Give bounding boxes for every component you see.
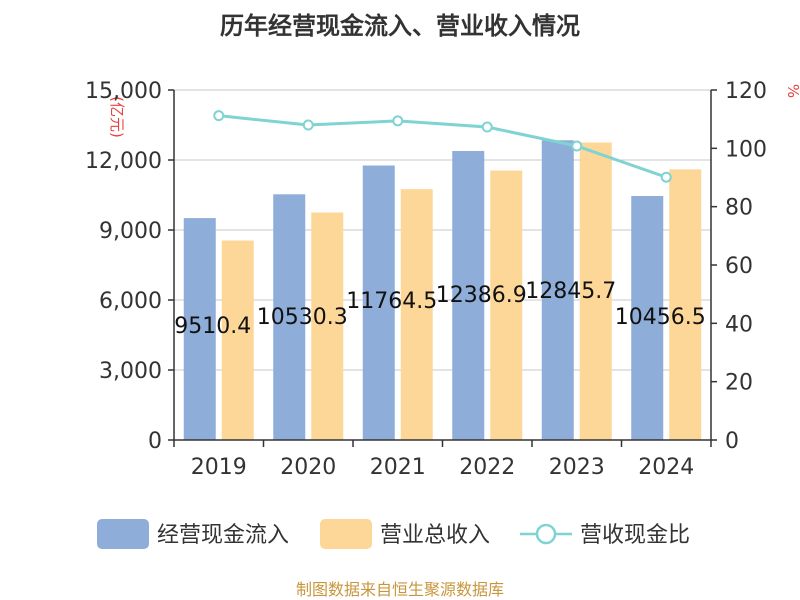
- data-label-cash-inflow: 12386.9: [436, 283, 527, 308]
- grid-lines: [174, 89, 711, 371]
- data-label-cash-inflow: 10530.3: [257, 305, 348, 330]
- right-tick-label: 0: [725, 429, 739, 454]
- ratio-point: [571, 140, 583, 152]
- bar-revenue: [490, 170, 523, 440]
- legend-swatch-revenue: [320, 519, 372, 549]
- x-tick-label: 2023: [549, 455, 605, 480]
- right-tick-label: 120: [725, 79, 767, 104]
- bar-cash-inflow: [183, 218, 216, 440]
- x-tick-label: 2022: [459, 455, 515, 480]
- bar-cash-inflow: [273, 194, 306, 440]
- bars: [183, 140, 702, 441]
- right-axis-unit: %: [784, 84, 800, 98]
- data-label-cash-inflow: 10456.5: [615, 305, 706, 330]
- bar-revenue: [579, 142, 612, 440]
- left-tick-label: 3,000: [99, 359, 162, 384]
- bar-cash-inflow: [541, 140, 574, 440]
- legend-label-revenue: 营业总收入: [380, 523, 490, 548]
- right-tick-label: 100: [725, 137, 767, 162]
- bar-revenue: [400, 189, 433, 440]
- ratio-point: [302, 119, 314, 131]
- bar-revenue: [311, 212, 344, 440]
- ratio-point: [660, 171, 672, 183]
- x-tick-label: 2024: [638, 455, 694, 480]
- right-tick-label: 40: [725, 312, 753, 337]
- data-label-cash-inflow: 9510.4: [174, 314, 251, 339]
- right-tick-label: 80: [725, 196, 753, 221]
- bar-revenue: [221, 240, 254, 440]
- x-tick-label: 2020: [280, 455, 336, 480]
- bar-cash-inflow: [362, 165, 395, 440]
- legend-marker-ratio: [535, 523, 557, 545]
- right-tick-label: 20: [725, 371, 753, 396]
- data-labels: 9510.4 10530.311764.512386.912845.710456.…: [174, 279, 705, 339]
- ratio-point: [213, 110, 225, 122]
- source-note: 制图数据来自恒生聚源数据库: [296, 580, 504, 599]
- left-tick-label: 6,000: [99, 289, 162, 314]
- left-tick-label: 15,000: [85, 79, 162, 104]
- left-axis-unit: (亿元): [108, 96, 126, 138]
- bar-cash-inflow: [631, 196, 664, 440]
- ratio-point: [481, 121, 493, 133]
- ratio-line: [213, 110, 672, 183]
- legend: 经营现金流入 营业总收入 营收现金比: [97, 519, 690, 549]
- axes: 0 3,000 6,000 9,000 12,000 15,000 0 20 40 60 80 100…: [85, 79, 767, 480]
- bar-revenue: [669, 169, 702, 441]
- left-tick-label: 0: [148, 429, 162, 454]
- ratio-polyline: [218, 114, 667, 179]
- ratio-point: [392, 115, 404, 127]
- left-tick-label: 9,000: [99, 219, 162, 244]
- chart-title: 历年经营现金流入、营业收入情况: [220, 12, 580, 40]
- legend-swatch-cash-inflow: [97, 519, 149, 549]
- legend-label-cash-inflow: 经营现金流入: [157, 523, 289, 548]
- bar-cash-inflow: [452, 150, 485, 440]
- data-label-cash-inflow: 12845.7: [525, 279, 616, 304]
- x-tick-label: 2019: [191, 455, 247, 480]
- legend-label-ratio: 营收现金比: [580, 523, 690, 548]
- right-tick-label: 60: [725, 254, 753, 279]
- left-tick-label: 12,000: [85, 149, 162, 174]
- x-tick-label: 2021: [370, 455, 426, 480]
- data-label-cash-inflow: 11764.5: [346, 289, 437, 314]
